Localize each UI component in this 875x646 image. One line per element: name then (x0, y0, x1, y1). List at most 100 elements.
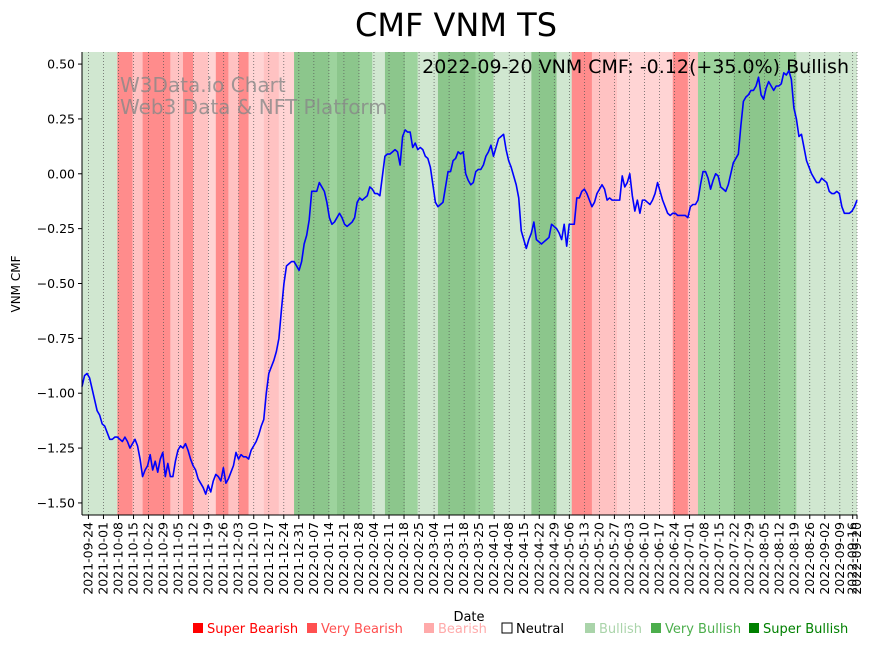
y-tick-label: −0.25 (37, 221, 75, 236)
legend: Super Bearish Very Bearish Bearish Neutral B… (193, 622, 848, 637)
x-tick-label: 2022-09-20 (849, 522, 864, 595)
regime-band (238, 52, 249, 515)
x-tick-label: 2022-06-24 (667, 522, 682, 595)
x-tick-label: 2022-06-10 (636, 522, 651, 595)
legend-label: Very Bullish (665, 622, 741, 637)
x-tick-label: 2022-03-11 (441, 522, 456, 595)
regime-band (329, 52, 337, 515)
x-tick-label: 2021-11-26 (216, 522, 231, 595)
x-tick-label: 2022-09-02 (817, 522, 832, 595)
y-tick-label: −1.00 (37, 386, 75, 401)
y-axis-label: VNM CMF (9, 255, 23, 312)
x-tick-label: 2022-05-06 (561, 522, 576, 595)
regime-band (556, 52, 572, 515)
regime-band (384, 52, 406, 515)
regime-band (170, 52, 183, 515)
regime-band (117, 52, 133, 515)
legend-swatch (193, 623, 203, 633)
y-tick-label: 0.00 (47, 166, 75, 181)
x-tick-label: 2021-11-12 (186, 522, 201, 595)
x-tick-label: 2022-08-19 (787, 522, 802, 595)
x-tick-label: 2021-11-05 (171, 522, 186, 595)
x-tick-label: 2022-04-08 (501, 522, 516, 595)
legend-swatch (307, 623, 317, 633)
y-tick-label: −0.50 (37, 276, 75, 291)
x-tick-label: 2021-11-19 (201, 522, 216, 595)
x-tick-label: 2022-03-25 (471, 522, 486, 595)
regime-band (278, 52, 295, 515)
latest-value-annotation: 2022-09-20 VNM CMF: -0.12(+35.0%) Bullis… (422, 56, 849, 78)
x-tick-label: 2022-07-08 (697, 522, 712, 595)
legend-swatch (424, 623, 434, 633)
x-tick-label: 2022-02-18 (396, 522, 411, 595)
regime-band (493, 52, 532, 515)
x-tick-label: 2022-01-21 (336, 522, 351, 595)
x-tick-label: 2022-04-01 (486, 522, 501, 595)
chart-title: CMF VNM TS (355, 6, 557, 44)
x-axis: 2021-09-24 2021-10-01 2021-10-08 2021-10-15… (80, 515, 864, 595)
x-gridlines (88, 52, 858, 515)
x-tick-label: 2022-04-15 (516, 522, 531, 595)
x-tick-label: 2022-07-29 (742, 522, 757, 595)
x-tick-label: 2021-12-17 (261, 522, 276, 595)
regime-band (591, 52, 618, 515)
x-tick-label: 2022-08-26 (802, 522, 817, 595)
legend-label: Bearish (438, 622, 487, 637)
x-tick-label: 2022-04-29 (546, 522, 561, 595)
regime-band (294, 52, 330, 515)
x-tick-label: 2022-01-28 (351, 522, 366, 595)
regime-band (531, 52, 557, 515)
x-tick-label: 2022-05-27 (606, 522, 621, 595)
x-tick-label: 2022-01-07 (306, 522, 321, 595)
y-tick-label: −1.25 (37, 441, 75, 456)
watermark-line-1: W3Data.io Chart (120, 73, 286, 97)
x-tick-label: 2021-12-10 (246, 522, 261, 595)
watermark-line-2: Web3 Data & NFT Platform (120, 95, 388, 119)
regime-band (437, 52, 476, 515)
x-tick-label: 2021-10-01 (95, 522, 110, 595)
regime-band (697, 52, 734, 515)
x-tick-label: 2021-09-24 (80, 522, 95, 595)
regime-band (132, 52, 143, 515)
regime-band (733, 52, 779, 515)
x-tick-label: 2022-07-22 (727, 522, 742, 595)
x-tick-label: 2022-01-14 (321, 522, 336, 595)
regime-band (617, 52, 643, 515)
regime-band (193, 52, 209, 515)
regime-band (336, 52, 360, 515)
legend-swatch (585, 623, 595, 633)
regime-band (642, 52, 673, 515)
regime-band (405, 52, 418, 515)
cmf-series-line (81, 69, 858, 495)
y-tick-label: −1.50 (37, 495, 75, 510)
regime-band (372, 52, 385, 515)
legend-label: Very Bearish (321, 622, 403, 637)
x-tick-label: 2022-08-05 (757, 522, 772, 595)
x-tick-label: 2021-12-03 (231, 522, 246, 595)
x-tick-label: 2022-06-17 (651, 522, 666, 595)
legend-swatch (651, 623, 661, 633)
x-tick-label: 2022-06-03 (621, 522, 636, 595)
regime-band (182, 52, 194, 515)
regime-band (82, 52, 118, 515)
x-tick-label: 2022-07-01 (682, 522, 697, 595)
regime-band (215, 52, 229, 515)
legend-label: Super Bearish (207, 622, 298, 637)
regime-band (475, 52, 494, 515)
x-tick-label: 2022-07-15 (712, 522, 727, 595)
x-tick-label: 2022-05-13 (576, 522, 591, 595)
regime-band (672, 52, 688, 515)
x-tick-label: 2021-10-08 (110, 522, 125, 595)
legend-label: Super Bullish (763, 622, 848, 637)
legend-label: Neutral (516, 622, 564, 637)
x-tick-label: 2022-05-20 (591, 522, 606, 595)
regime-band (248, 52, 264, 515)
x-tick-label: 2022-02-04 (366, 522, 381, 595)
x-tick-label: 2021-12-24 (276, 522, 291, 595)
x-tick-label: 2022-03-18 (456, 522, 471, 595)
x-tick-label: 2022-09-16 (845, 522, 860, 595)
x-tick-label: 2022-02-11 (381, 522, 396, 595)
y-tick-label: 0.25 (47, 111, 75, 126)
regime-band (263, 52, 279, 515)
x-tick-label: 2022-03-04 (426, 522, 441, 595)
